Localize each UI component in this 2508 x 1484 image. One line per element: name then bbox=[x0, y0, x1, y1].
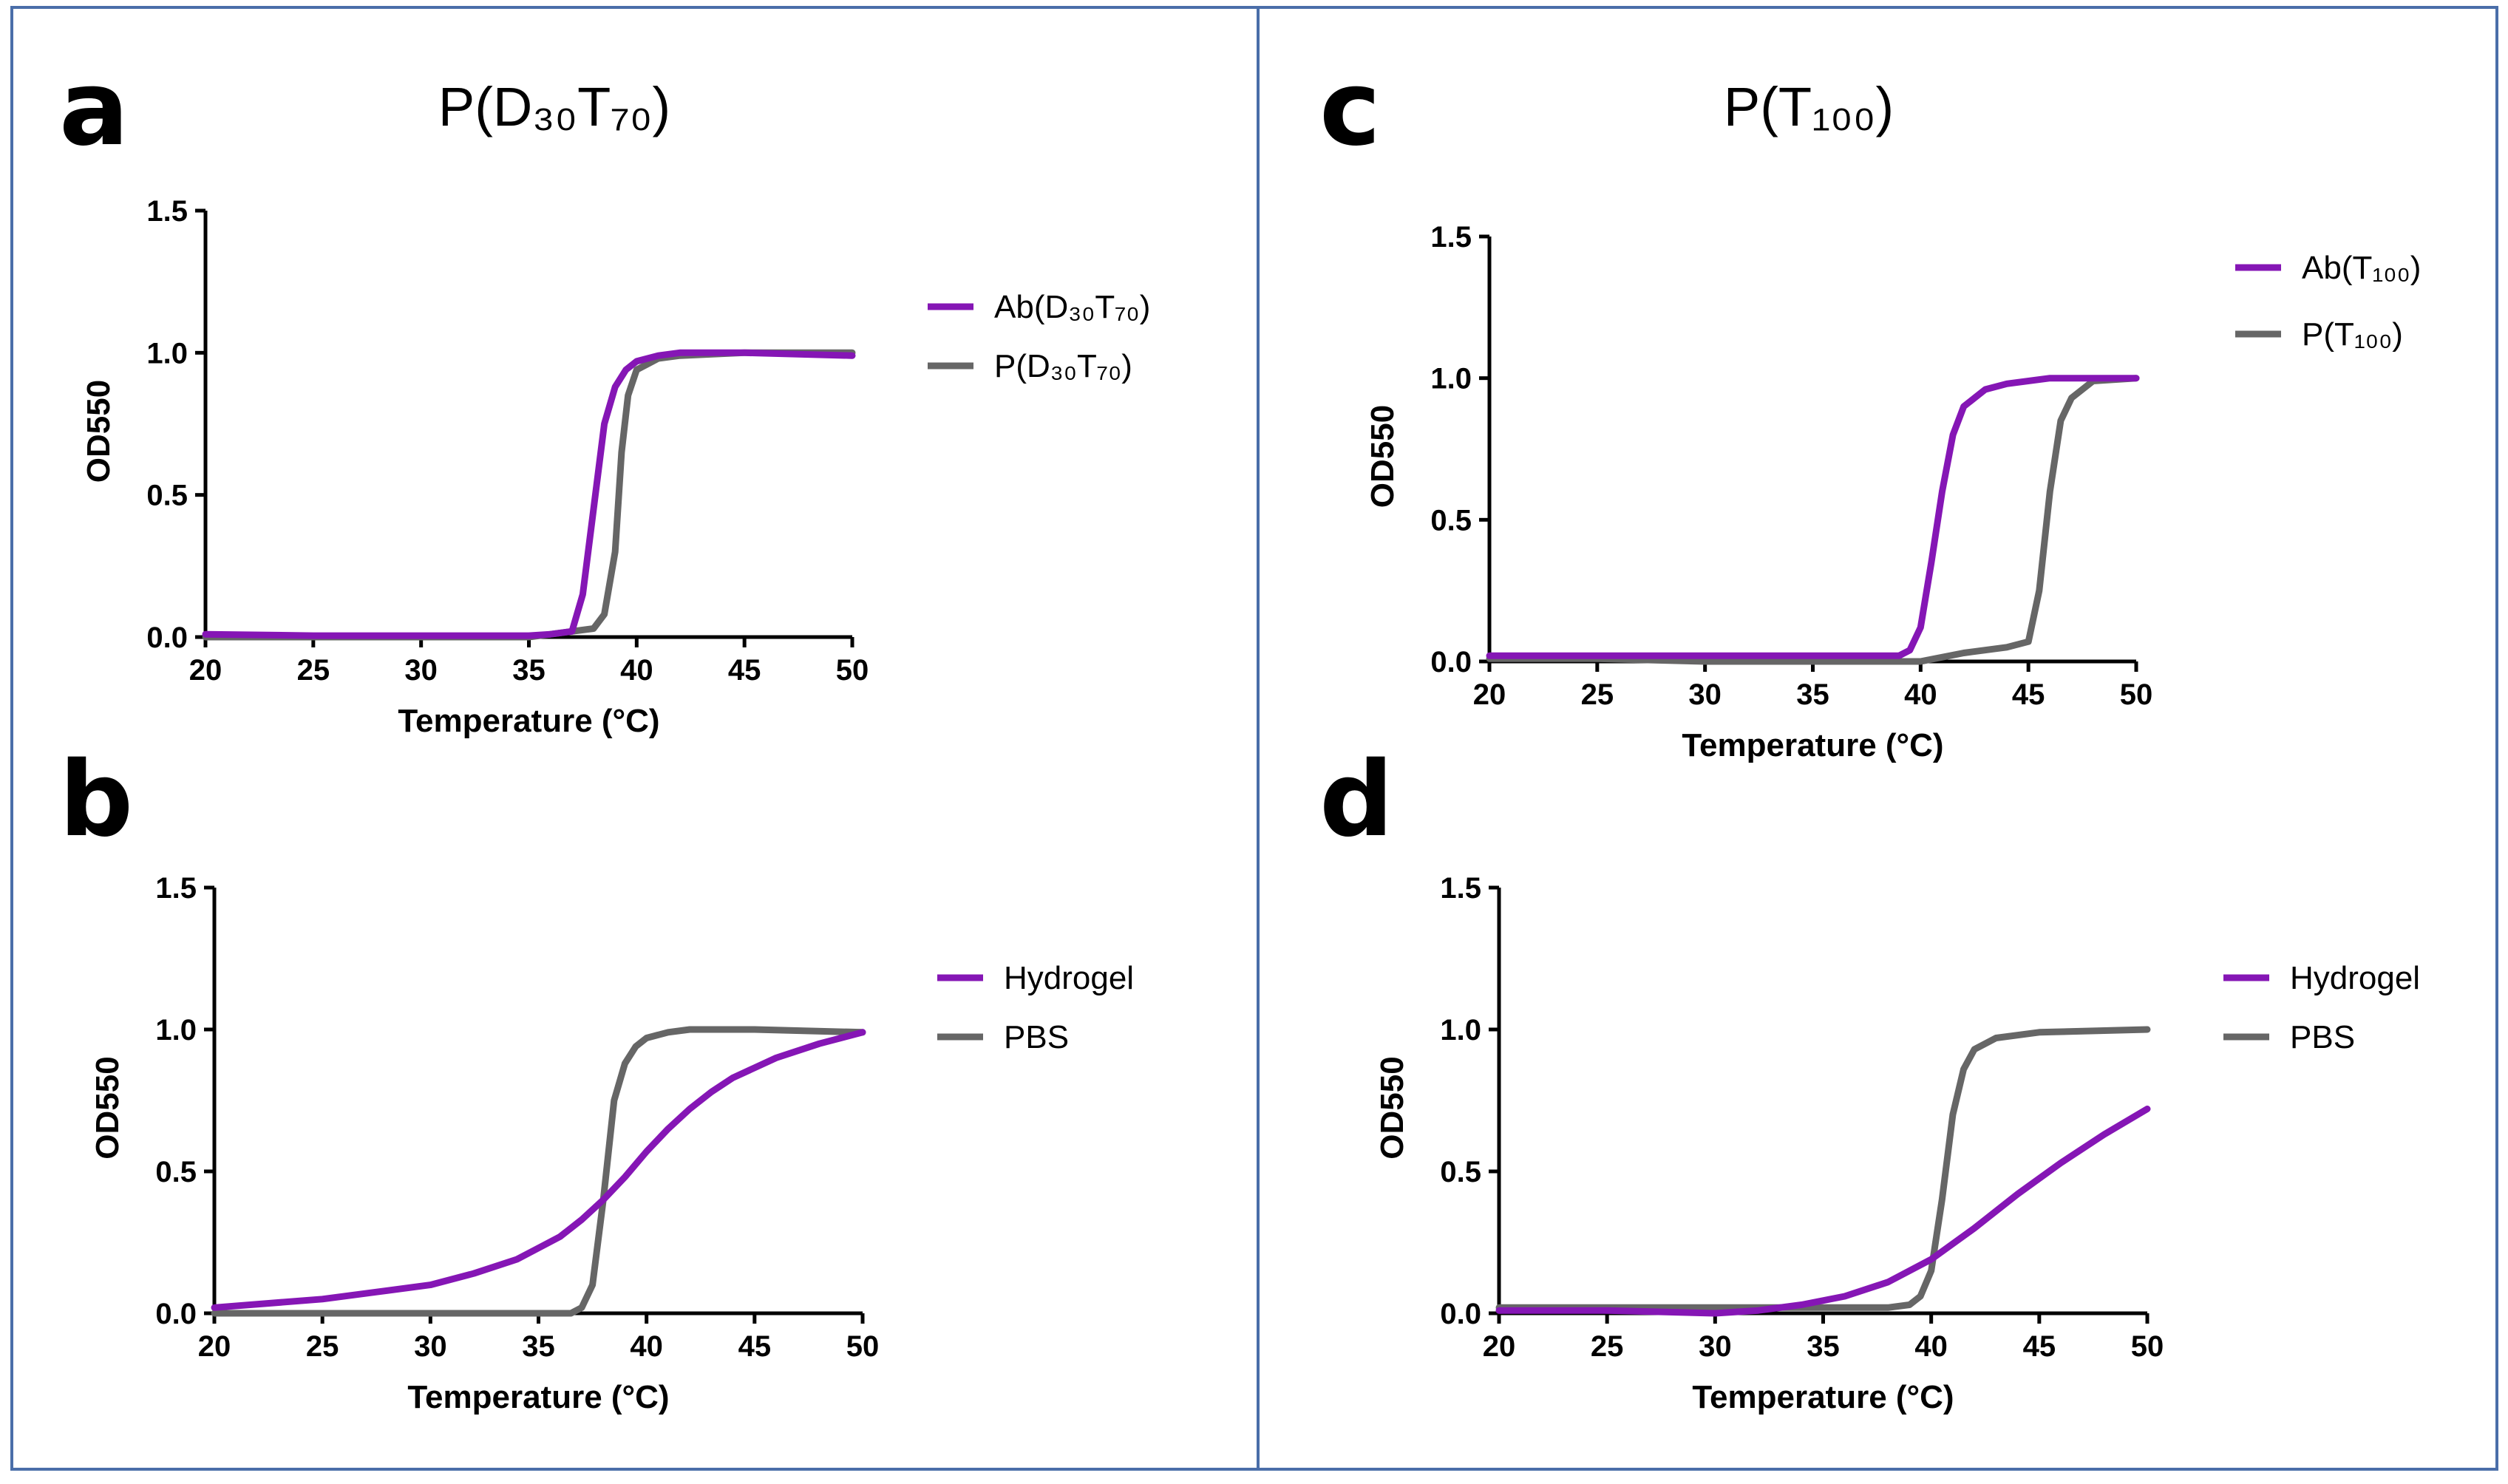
y-tick-label: 1.5 bbox=[1440, 872, 1481, 905]
x-tick-label: 25 bbox=[1591, 1330, 1624, 1363]
panel-letter-b: b bbox=[59, 740, 133, 860]
y-tick-label: 1.5 bbox=[155, 872, 197, 905]
y-axis-label: OD550 bbox=[1374, 1056, 1410, 1159]
series-line-p-t bbox=[1486, 375, 2140, 665]
series-line-ab-d-t bbox=[202, 349, 856, 639]
x-axis-label: Temperature (°C) bbox=[407, 1379, 669, 1415]
series-line-ab-t bbox=[1486, 375, 2140, 659]
series-line-hydrogel bbox=[1495, 1106, 2151, 1317]
y-tick-label: 1.0 bbox=[146, 337, 188, 370]
y-axis-label: OD550 bbox=[81, 380, 117, 483]
chart-title: P(T₁₀₀) bbox=[1724, 76, 1894, 137]
legend-label: Ab(D₃₀T₇₀) bbox=[994, 289, 1150, 325]
x-tick-label: 20 bbox=[189, 654, 222, 687]
y-axis-label: OD550 bbox=[89, 1056, 126, 1159]
y-tick-label: 0.0 bbox=[1430, 646, 1472, 678]
x-tick-label: 40 bbox=[630, 1330, 663, 1363]
x-tick-label: 25 bbox=[306, 1330, 339, 1363]
x-tick-label: 40 bbox=[1904, 678, 1937, 711]
x-tick-label: 50 bbox=[2120, 678, 2153, 711]
x-tick-label: 20 bbox=[1483, 1330, 1516, 1363]
legend-label: Hydrogel bbox=[1004, 960, 1134, 996]
chart-panel-b: b 20 25 30 35 40 45 50 0.0 0.5 1.0 1.5 Temperature (… bbox=[59, 740, 1134, 1415]
y-tick-label: 0.0 bbox=[155, 1298, 197, 1330]
series-line-pbs bbox=[211, 1026, 866, 1317]
y-tick-label: 0.5 bbox=[1430, 504, 1472, 537]
series-line-p-d-t bbox=[202, 349, 856, 641]
x-tick-label: 50 bbox=[2131, 1330, 2164, 1363]
y-tick-label: 1.5 bbox=[1430, 221, 1472, 253]
x-tick-label: 50 bbox=[836, 654, 869, 687]
legend-label: P(T₁₀₀) bbox=[2302, 316, 2403, 353]
y-tick-label: 0.5 bbox=[1440, 1156, 1481, 1188]
series-line-hydrogel bbox=[211, 1029, 866, 1311]
y-tick-label: 1.0 bbox=[1430, 363, 1472, 395]
x-tick-label: 20 bbox=[198, 1330, 231, 1363]
legend-label: P(D₃₀T₇₀) bbox=[994, 348, 1132, 384]
y-tick-label: 0.0 bbox=[146, 622, 188, 654]
legend-label: PBS bbox=[2290, 1019, 2355, 1055]
x-axis-label: Temperature (°C) bbox=[1692, 1379, 1954, 1415]
x-tick-label: 35 bbox=[522, 1330, 555, 1363]
legend-label: Hydrogel bbox=[2290, 960, 2420, 996]
x-tick-label: 30 bbox=[414, 1330, 447, 1363]
x-tick-label: 50 bbox=[846, 1330, 880, 1363]
x-tick-label: 25 bbox=[1581, 678, 1614, 711]
x-tick-label: 40 bbox=[620, 654, 653, 687]
y-tick-label: 1.0 bbox=[155, 1014, 197, 1046]
x-tick-label: 30 bbox=[1688, 678, 1722, 711]
x-tick-label: 45 bbox=[738, 1330, 772, 1363]
chart-panel-c: c P(T₁₀₀) 20 25 30 35 40 45 50 0.0 0.5 1.0 1.5 Temper… bbox=[1319, 49, 2421, 763]
x-tick-label: 30 bbox=[1699, 1330, 1732, 1363]
series-line-pbs bbox=[1495, 1026, 2151, 1311]
chart-title: P(D₃₀T₇₀) bbox=[438, 76, 670, 137]
x-axis-label: Temperature (°C) bbox=[398, 703, 659, 739]
panel-letter-c: c bbox=[1319, 49, 1381, 169]
panel-letter-d: d bbox=[1319, 740, 1393, 860]
legend-label: PBS bbox=[1004, 1019, 1069, 1055]
right-frame bbox=[1257, 6, 2498, 1471]
x-tick-label: 25 bbox=[297, 654, 330, 687]
x-tick-label: 35 bbox=[512, 654, 546, 687]
y-tick-label: 0.0 bbox=[1440, 1298, 1481, 1330]
x-tick-label: 45 bbox=[2012, 678, 2045, 711]
x-tick-label: 45 bbox=[728, 654, 761, 687]
x-tick-label: 35 bbox=[1807, 1330, 1840, 1363]
x-axis-label: Temperature (°C) bbox=[1682, 727, 1943, 763]
y-tick-label: 0.5 bbox=[146, 480, 188, 512]
x-tick-label: 30 bbox=[404, 654, 438, 687]
chart-panel-d: d 20 25 30 35 40 45 50 0.0 0.5 1.0 1.5 Temperature (… bbox=[1319, 740, 2420, 1415]
x-tick-label: 35 bbox=[1796, 678, 1829, 711]
y-tick-label: 0.5 bbox=[155, 1156, 197, 1188]
panel-letter-a: a bbox=[59, 49, 129, 169]
x-tick-label: 40 bbox=[1914, 1330, 1948, 1363]
y-axis-label: OD550 bbox=[1365, 405, 1401, 508]
chart-panel-a: a P(D₃₀T₇₀) 20 25 30 35 40 45 50 0.0 0.5 1.0 1.5 Temp… bbox=[59, 49, 1150, 739]
x-tick-label: 45 bbox=[2023, 1330, 2056, 1363]
y-tick-label: 1.5 bbox=[146, 195, 188, 228]
legend-label: Ab(T₁₀₀) bbox=[2302, 250, 2421, 286]
y-tick-label: 1.0 bbox=[1440, 1014, 1481, 1046]
x-tick-label: 20 bbox=[1473, 678, 1506, 711]
